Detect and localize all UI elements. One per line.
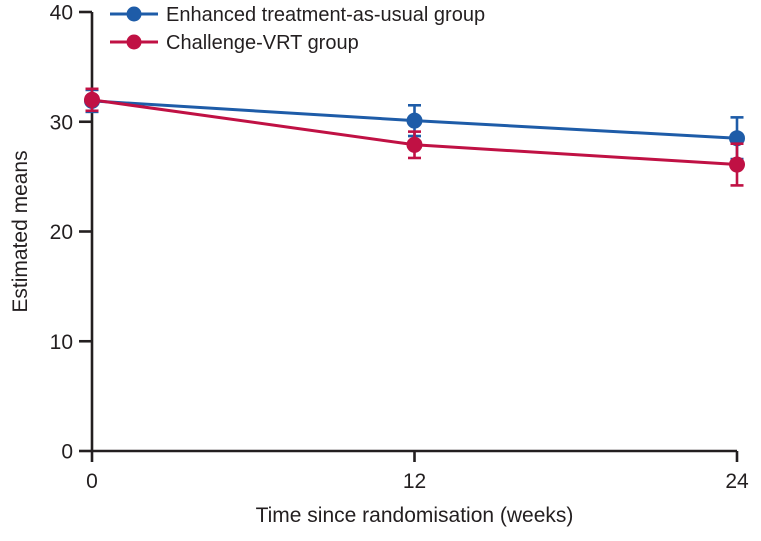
x-tick-label: 24 <box>725 470 749 493</box>
y-tick-label: 10 <box>50 331 73 354</box>
series-1-point <box>84 91 100 108</box>
y-tick-label: 40 <box>50 2 73 25</box>
legend-1-label: Challenge-VRT group <box>166 32 359 54</box>
series-1-point <box>406 136 423 153</box>
series-0-point <box>729 130 745 147</box>
legend-1-marker <box>126 34 142 50</box>
y-tick-label: 30 <box>50 111 73 134</box>
y-axis-title: Estimated means <box>9 150 32 312</box>
legend-0-label: Enhanced treatment-as-usual group <box>166 4 485 26</box>
legend-0-marker <box>126 6 142 22</box>
y-tick-label: 0 <box>61 441 73 464</box>
series-0-point <box>406 112 423 129</box>
y-tick-label: 20 <box>50 221 73 244</box>
x-tick-label: 0 <box>86 470 98 493</box>
x-tick-label: 12 <box>403 470 426 493</box>
series-1-point <box>729 156 745 173</box>
x-axis-title: Time since randomisation (weeks) <box>256 504 574 527</box>
